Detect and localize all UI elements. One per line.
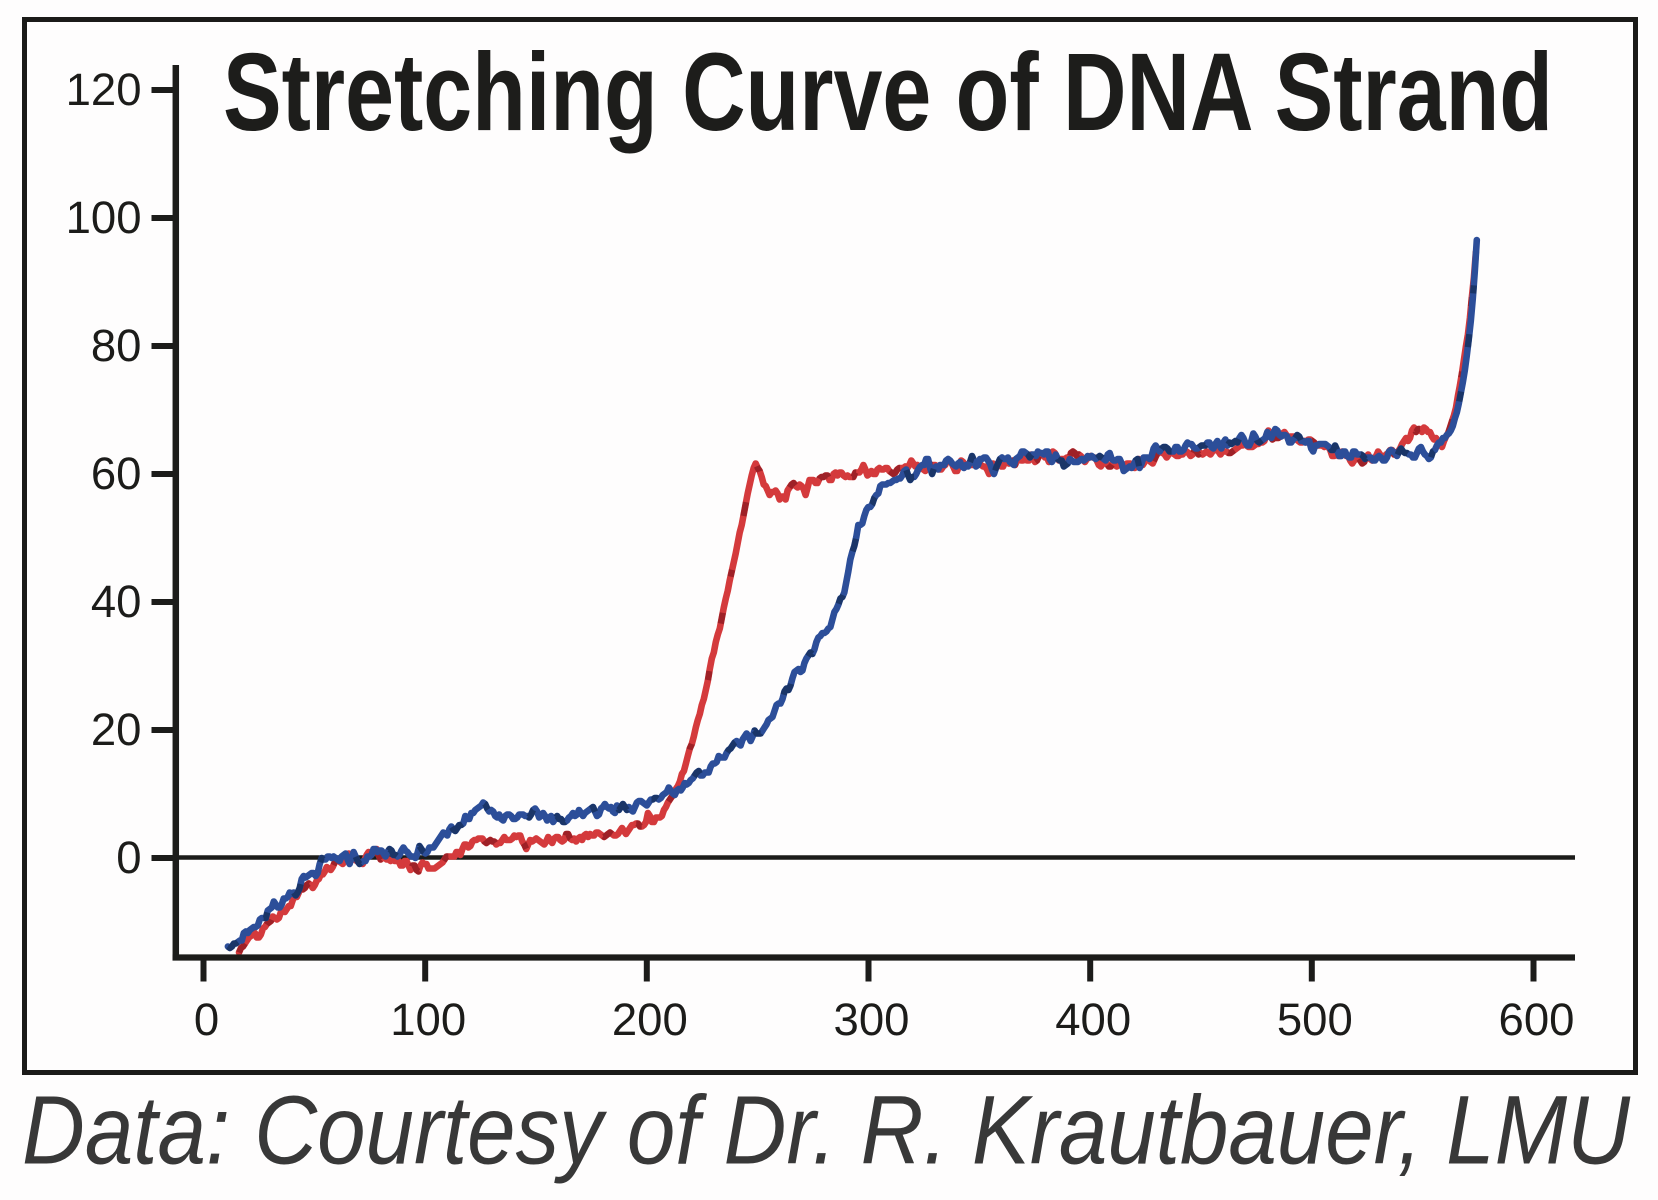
svg-text:200: 200 — [612, 994, 688, 1045]
svg-text:0: 0 — [116, 832, 141, 883]
svg-text:600: 600 — [1499, 994, 1575, 1045]
svg-text:100: 100 — [390, 994, 466, 1045]
svg-text:Data: Courtesy of Dr. R. Kraut: Data: Courtesy of Dr. R. Krautbauer, LMU — [22, 1076, 1631, 1185]
svg-text:400: 400 — [1055, 994, 1131, 1045]
svg-text:100: 100 — [66, 192, 142, 243]
svg-text:0: 0 — [194, 994, 219, 1045]
svg-text:300: 300 — [834, 994, 910, 1045]
svg-text:60: 60 — [91, 448, 142, 499]
svg-text:Stretching Curve of DNA Strand: Stretching Curve of DNA Strand — [223, 31, 1553, 154]
svg-text:120: 120 — [66, 64, 142, 115]
svg-text:80: 80 — [91, 320, 142, 371]
svg-text:40: 40 — [91, 576, 142, 627]
svg-text:20: 20 — [91, 704, 142, 755]
svg-text:500: 500 — [1277, 994, 1353, 1045]
